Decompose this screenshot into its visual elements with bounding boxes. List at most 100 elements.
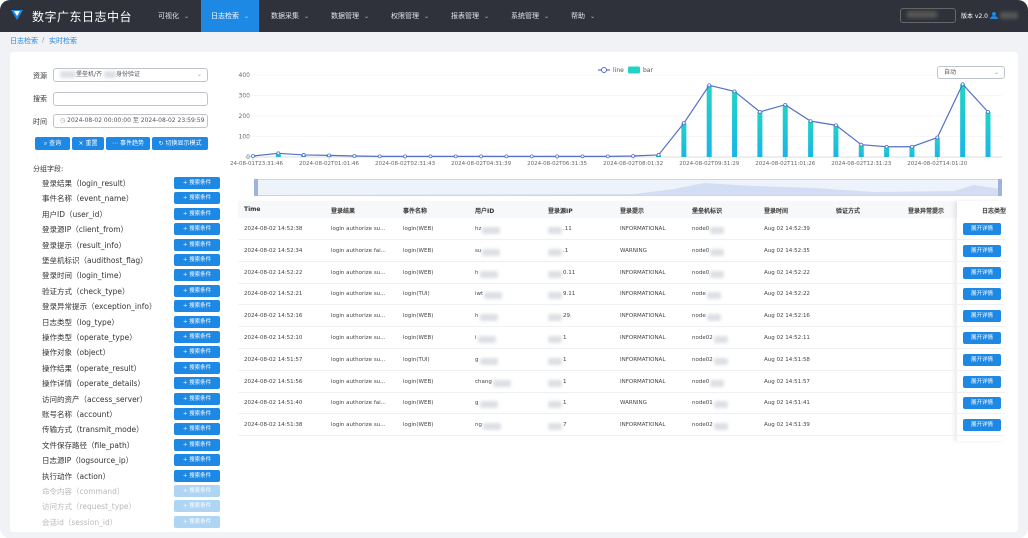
cell-login-time: Aug 02 14:52:39 bbox=[764, 226, 810, 232]
cell-node: node01 bbox=[692, 400, 713, 407]
logo-text: 数字广东日志中台 bbox=[32, 10, 133, 24]
cell-hint: WARNING bbox=[620, 400, 647, 407]
add-condition-button[interactable]: + 搜索条件 bbox=[174, 331, 220, 343]
cell-event: login(TUI) bbox=[403, 356, 430, 363]
add-condition-button[interactable]: + 搜索条件 bbox=[174, 300, 220, 313]
add-condition-button[interactable]: + 搜索条件 bbox=[174, 238, 220, 251]
group-field: 事件名称（event_name） bbox=[42, 194, 134, 204]
cell-event: login(WEB) bbox=[403, 247, 434, 254]
add-condition-button[interactable]: + 搜索条件 bbox=[174, 284, 220, 297]
blurred-text bbox=[548, 292, 562, 300]
group-field: 操作详情（operate_details） bbox=[42, 379, 145, 389]
add-condition-button[interactable]: + 搜索条件 bbox=[174, 361, 220, 374]
form-button[interactable]: ⌕ 查询 bbox=[35, 137, 70, 150]
search-label: 搜索 bbox=[33, 95, 47, 103]
breadcrumb-1[interactable]: 日志检索 bbox=[10, 37, 38, 45]
expand-detail-button[interactable]: 展开详情 bbox=[963, 266, 1001, 279]
expand-detail-button[interactable]: 展开详情 bbox=[963, 332, 1001, 344]
add-condition-button[interactable]: + 搜索条件 bbox=[174, 377, 220, 390]
add-condition-button[interactable]: + 搜索条件 bbox=[174, 485, 220, 497]
time-start: 2024-08-02 00:00:00 bbox=[67, 117, 131, 124]
cell-time: 2024-08-02 14:52:38 bbox=[244, 226, 303, 232]
menu-label: 系统管理 bbox=[511, 12, 539, 20]
add-condition-button[interactable]: + 搜索条件 bbox=[174, 438, 220, 451]
cell-login-time: Aug 02 14:51:57 bbox=[764, 378, 810, 385]
add-condition-button[interactable]: + 搜索条件 bbox=[174, 454, 220, 467]
user-icon[interactable] bbox=[990, 11, 998, 19]
menu-item[interactable]: 可视化 ⌄ bbox=[158, 12, 190, 20]
breadcrumb-sep: / bbox=[42, 36, 45, 44]
expand-detail-button[interactable]: 展开详情 bbox=[963, 397, 1001, 410]
line-point bbox=[783, 102, 788, 107]
x-tick-label: 2024-08-02T02:31:43 bbox=[375, 161, 436, 167]
cell-hint: INFORMATIONAL bbox=[620, 422, 666, 429]
logo-icon bbox=[11, 10, 23, 20]
expand-detail-button[interactable]: 展开详情 bbox=[963, 375, 1001, 388]
button-label: 搜索条件 bbox=[189, 441, 212, 448]
cell-ip: 1 bbox=[563, 400, 567, 407]
line-point bbox=[555, 154, 560, 159]
expand-detail-button[interactable]: 展开详情 bbox=[963, 353, 1001, 366]
add-condition-button[interactable]: + 搜索条件 bbox=[174, 392, 220, 405]
cell-result: login authorize su... bbox=[331, 291, 386, 298]
header-select[interactable] bbox=[900, 8, 956, 23]
menu-item[interactable]: 日志检索 ⌄ bbox=[201, 0, 260, 32]
column-header: 登录提示 bbox=[620, 208, 645, 215]
line-point bbox=[580, 154, 585, 159]
add-condition-button[interactable]: + 搜索条件 bbox=[174, 177, 220, 189]
form-button[interactable]: ⋯ 事件趋势 bbox=[106, 137, 150, 150]
add-condition-button[interactable]: + 搜索条件 bbox=[174, 223, 220, 236]
add-condition-button[interactable]: + 搜索条件 bbox=[174, 346, 220, 359]
menu-item[interactable]: 报表管理 ⌄ bbox=[451, 12, 490, 20]
menu-item[interactable]: 帮助 ⌄ bbox=[571, 12, 596, 20]
expand-detail-button[interactable]: 展开详情 bbox=[963, 310, 1001, 323]
x-tick-label: 2024-08-02T01:01:46 bbox=[299, 161, 360, 167]
cell-login-time: Aug 02 14:51:41 bbox=[764, 400, 810, 407]
interval-select[interactable]: 自动 ⌄ bbox=[937, 66, 1005, 79]
blurred-text bbox=[714, 336, 728, 343]
expand-detail-button[interactable]: 展开详情 bbox=[963, 419, 1001, 432]
add-condition-button[interactable]: + 搜索条件 bbox=[174, 500, 220, 513]
add-condition-button[interactable]: + 搜索条件 bbox=[174, 315, 220, 328]
resource-select[interactable]: 堡垒机/齐 身份验证 ⌄ bbox=[53, 68, 208, 82]
blurred-text bbox=[493, 379, 511, 387]
menu-item[interactable]: 系统管理 ⌄ bbox=[511, 12, 550, 20]
line-point bbox=[403, 154, 407, 159]
add-condition-button[interactable]: + 搜索条件 bbox=[174, 408, 220, 420]
x-tick-label: 2024-08-02T12:31:23 bbox=[831, 161, 892, 167]
y-tick-label: 300 bbox=[239, 93, 251, 100]
line-point bbox=[529, 154, 534, 159]
menu-item[interactable]: 数据采集 ⌄ bbox=[271, 12, 310, 20]
column-header: Time bbox=[244, 206, 261, 213]
add-condition-button[interactable]: + 搜索条件 bbox=[174, 254, 220, 266]
zoom-slider[interactable] bbox=[254, 179, 1002, 196]
add-condition-button[interactable]: + 搜索条件 bbox=[174, 192, 220, 205]
blurred-text bbox=[478, 336, 496, 343]
column-header: 验证方式 bbox=[836, 208, 861, 215]
x-tick-label: 2024-08-02T11:01:26 bbox=[755, 161, 816, 167]
time-range[interactable]: ◷ 2024-08-02 00:00:00 至 2024-08-02 23:59… bbox=[53, 114, 208, 128]
menu-item[interactable]: 权限管理 ⌄ bbox=[391, 12, 430, 20]
form-button[interactable]: ↻ 切换显示模式 bbox=[152, 137, 208, 150]
cell-event: login(WEB) bbox=[403, 313, 434, 320]
cell-login-time: Aug 02 14:52:16 bbox=[764, 313, 810, 320]
form-button[interactable]: × 重置 bbox=[72, 137, 104, 150]
add-condition-button[interactable]: + 搜索条件 bbox=[174, 269, 220, 282]
button-label: 搜索条件 bbox=[189, 472, 212, 479]
bar bbox=[808, 121, 814, 157]
cell-time: 2024-08-02 14:51:40 bbox=[244, 400, 303, 407]
cell-time: 2024-08-02 14:52:21 bbox=[244, 291, 303, 298]
line-point bbox=[352, 154, 357, 158]
expand-detail-button[interactable]: 展开详情 bbox=[963, 223, 1001, 235]
expand-detail-button[interactable]: 展开详情 bbox=[963, 244, 1001, 257]
expand-detail-button[interactable]: 展开详情 bbox=[963, 288, 1001, 301]
add-condition-button[interactable]: + 搜索条件 bbox=[174, 515, 220, 528]
add-condition-button[interactable]: + 搜索条件 bbox=[174, 423, 220, 436]
button-label: 搜索条件 bbox=[189, 303, 212, 310]
search-input[interactable] bbox=[53, 92, 208, 106]
cell-time: 2024-08-02 14:52:16 bbox=[244, 313, 303, 320]
menu-item[interactable]: 数据管理 ⌄ bbox=[331, 12, 370, 20]
add-condition-button[interactable]: + 搜索条件 bbox=[174, 207, 220, 220]
add-condition-button[interactable]: + 搜索条件 bbox=[174, 469, 220, 482]
blurred-text bbox=[707, 314, 721, 322]
